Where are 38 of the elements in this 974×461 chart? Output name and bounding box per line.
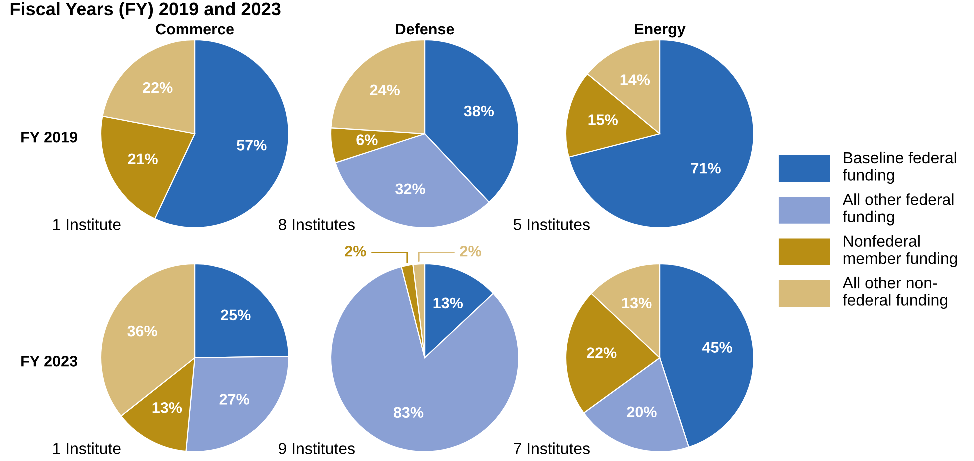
- text: 7 Institutes: [514, 442, 590, 454]
- text: 1 Institute: [53, 218, 121, 230]
- legend-label: Baseline federal funding: [843, 152, 956, 184]
- data-label: 22%: [587, 348, 617, 358]
- data-label: 24%: [370, 84, 400, 96]
- data-label: 71%: [691, 163, 721, 174]
- data-label: 13%: [622, 298, 652, 309]
- data-label: 13%: [434, 298, 464, 309]
- data-label: 32%: [396, 184, 426, 195]
- data-label: 2%: [460, 246, 482, 257]
- data-label: 2%: [345, 246, 366, 257]
- legend-label: All other federal funding: [842, 194, 954, 226]
- data-label: 15%: [588, 114, 618, 126]
- data-label: 20%: [627, 406, 657, 418]
- text: 1 Institute: [53, 442, 121, 454]
- legend-label: All other non- federal funding: [842, 276, 948, 310]
- text: 5 Institutes: [514, 218, 590, 230]
- data-label: 45%: [702, 342, 732, 353]
- data-label: 25%: [221, 310, 251, 321]
- chart-title: Defense: [396, 23, 454, 35]
- text: 9 Institutes: [279, 442, 355, 454]
- data-label: 38%: [464, 106, 494, 117]
- data-label: 14%: [620, 74, 650, 86]
- chart-title: Energy: [635, 24, 686, 38]
- data-label: 6%: [356, 134, 378, 146]
- data-label: 36%: [128, 326, 158, 337]
- text: FY 2023: [22, 356, 78, 367]
- data-label: 13%: [152, 402, 182, 414]
- chart-title: Commerce: [156, 24, 234, 35]
- data-label: 57%: [237, 140, 267, 151]
- data-label: 27%: [220, 394, 250, 405]
- data-label: 83%: [394, 407, 424, 418]
- data-label: 21%: [128, 154, 158, 165]
- data-label: 22%: [143, 82, 173, 94]
- text: Fiscal Years (FY) 2019 and 2023: [10, 2, 281, 20]
- text: 8 Institutes: [278, 218, 355, 230]
- text: FY 2019: [22, 132, 78, 143]
- legend-label: Nonfederal member funding: [844, 235, 958, 268]
